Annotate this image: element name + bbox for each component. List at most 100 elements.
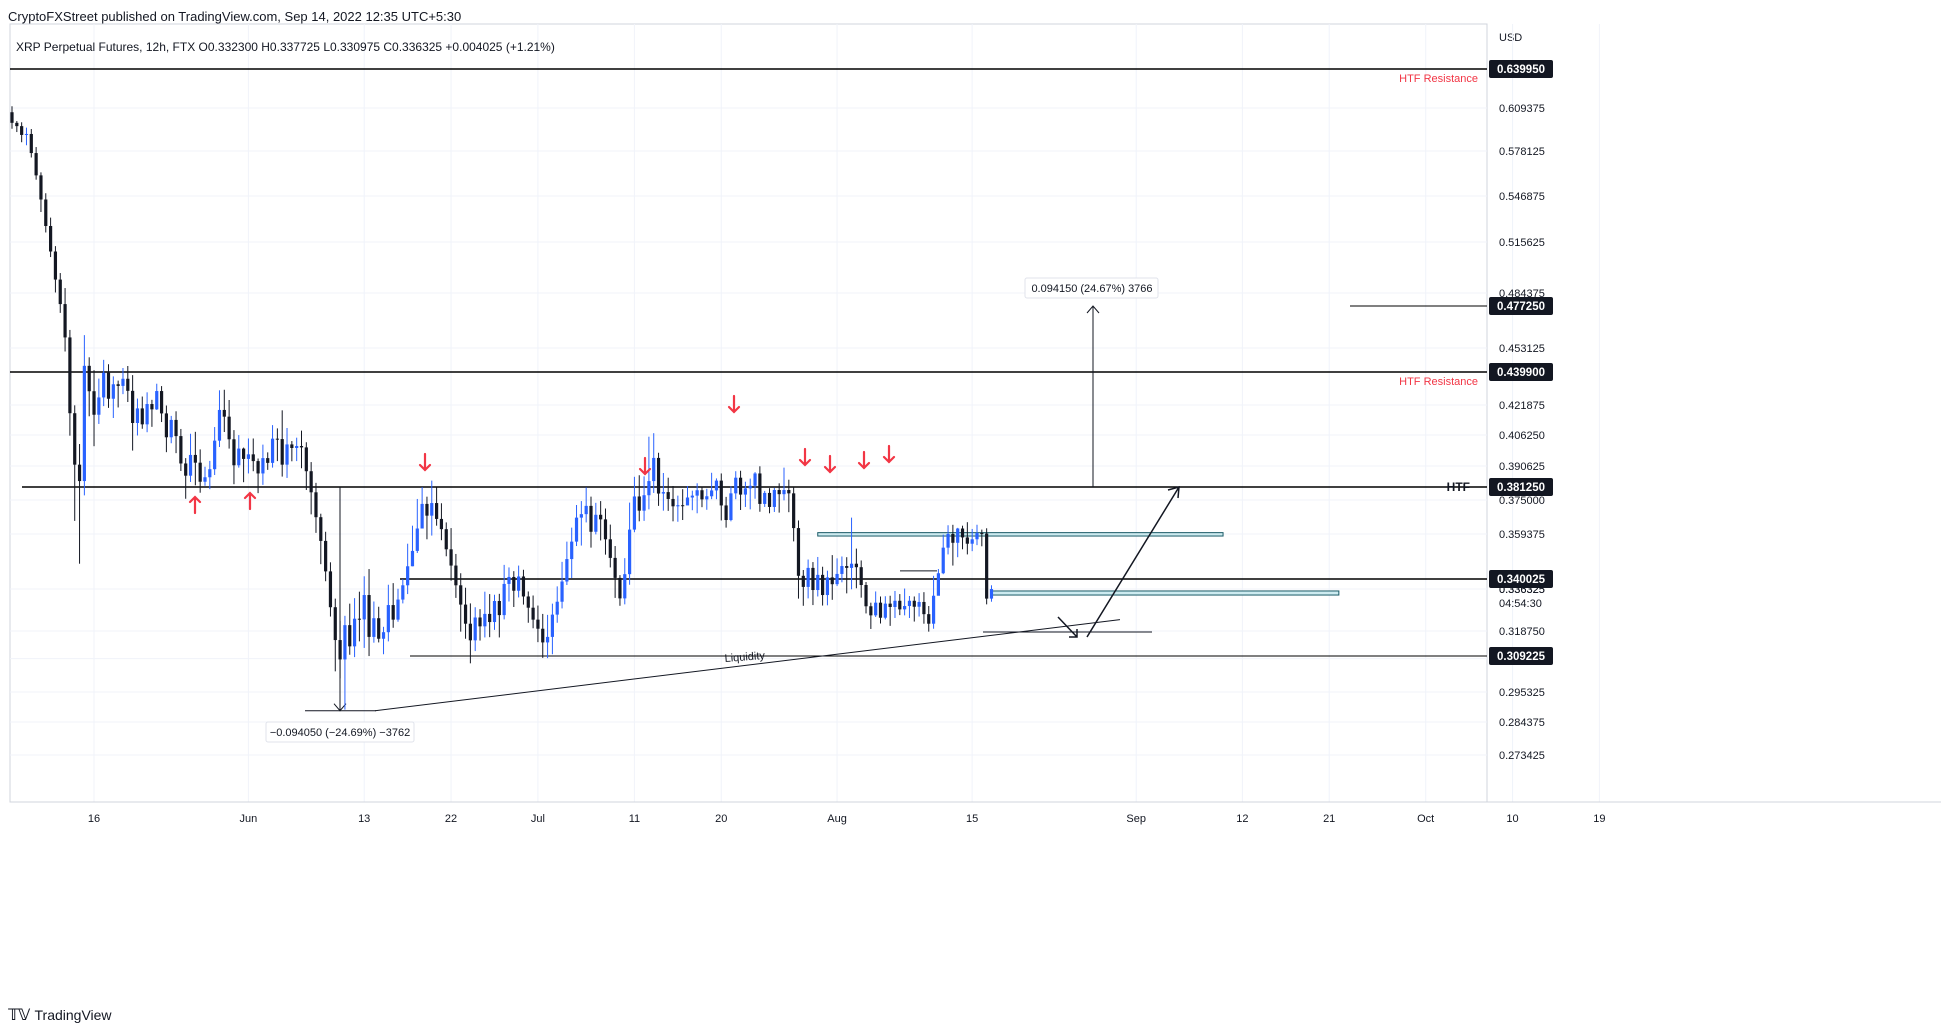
candle-body (888, 603, 892, 607)
time-axis[interactable]: 16 Jun 13 22 Jul 11 20 Aug 15 Sep 12 21 Oct 10 19 (10, 801, 1941, 825)
candle-body (956, 528, 960, 543)
candle-body (34, 153, 38, 176)
price-tick-label: 0.359375 (1499, 529, 1545, 541)
candle-body (927, 614, 931, 624)
price-tick-label: 0.375000 (1499, 495, 1545, 507)
time-tick-label: 12 (1236, 813, 1248, 825)
candle-body (681, 505, 685, 507)
candle-body (285, 444, 289, 465)
candle-body (184, 463, 188, 476)
level-price-text: 0.477250 (1497, 301, 1545, 313)
time-tick-label: 10 (1506, 813, 1518, 825)
candle-body (724, 505, 728, 521)
candle-body (261, 458, 265, 474)
candle-body (275, 438, 279, 440)
price-tick-label: 0.406250 (1499, 430, 1545, 442)
level-price-tag (1489, 297, 1553, 315)
price-tick-label: 0.609375 (1499, 103, 1545, 115)
candle-body (782, 490, 786, 495)
candle-body (685, 497, 690, 506)
candle-body (671, 498, 675, 507)
red-down-arrow (823, 454, 837, 474)
candle-body (883, 603, 887, 618)
time-tick-label: Jul (531, 813, 545, 825)
candle-body (738, 477, 743, 495)
candle-body (743, 488, 747, 495)
time-tick-label: 20 (715, 813, 727, 825)
candle-body (304, 447, 308, 472)
plot-area[interactable] (9, 23, 1488, 803)
candle-body (396, 599, 400, 620)
candle-body (430, 503, 434, 516)
candle-body (227, 416, 231, 440)
candle-body (77, 464, 82, 482)
measure-up-label: 0.094150 (24.67%) 3766 (1031, 283, 1152, 295)
candle-body (642, 495, 646, 511)
candle-body (869, 606, 873, 616)
price-tick-label: 0.284375 (1499, 717, 1545, 729)
candle-body (536, 619, 540, 629)
candle-body (550, 614, 554, 637)
candle-body (579, 514, 583, 518)
candle-body (309, 471, 313, 493)
candle-body (734, 477, 738, 494)
candle-body (796, 528, 801, 576)
candle-body (246, 454, 251, 459)
candle-body (623, 574, 627, 599)
level-price-text: 0.309225 (1497, 651, 1546, 663)
candle-body (150, 404, 154, 410)
candle-body (352, 618, 357, 647)
red-down-arrow (798, 447, 812, 467)
candle-body (299, 446, 304, 448)
symbol-name: XRP Perpetual Futures, 12h, FTX (16, 40, 196, 54)
candle-body (647, 481, 651, 496)
candle-body (53, 251, 58, 280)
candle-body (845, 566, 849, 568)
candle-body (628, 529, 632, 575)
candle-body (931, 595, 936, 624)
candle-body (126, 378, 130, 391)
price-axis[interactable]: 0.6093750.5781250.5468750.5156250.484375… (1499, 103, 1545, 762)
tradingview-brand[interactable]: 𝕋𝕍 TradingView (8, 1005, 112, 1025)
candle-body (584, 505, 588, 515)
candle-body (531, 607, 535, 620)
candle-body (131, 390, 135, 423)
candle-body (666, 492, 670, 499)
red-down-arrow (727, 394, 741, 414)
candle-body (898, 600, 902, 610)
time-tick-label: Oct (1417, 813, 1434, 825)
candle-body (410, 550, 415, 567)
candle-body (656, 457, 661, 494)
candle-body (970, 539, 974, 544)
candle-body (811, 567, 815, 591)
candle-body (917, 601, 921, 607)
candle-body (859, 567, 863, 586)
candle-body (270, 438, 275, 463)
red-up-arrow (243, 491, 257, 511)
candle-body (251, 454, 255, 462)
time-tick-label: 22 (445, 813, 457, 825)
candle-body (381, 632, 386, 639)
level-price-text: 0.439900 (1497, 367, 1545, 379)
liquidity-trend-line (374, 619, 1121, 712)
time-tick-label: Jun (240, 813, 258, 825)
candle-body (594, 514, 598, 532)
candle-body (613, 557, 617, 578)
red-down-arrow (857, 450, 871, 470)
candle-body (545, 636, 550, 643)
candle-body (155, 391, 159, 410)
time-tick-label: 15 (966, 813, 978, 825)
candle-body (719, 480, 723, 506)
reaction-arrows (188, 394, 896, 515)
candle-body (705, 496, 709, 500)
symbol-legend[interactable]: XRP Perpetual Futures, 12h, FTX O0.33230… (16, 40, 555, 54)
candle-body (208, 469, 212, 478)
candle-body (401, 585, 405, 600)
candle-body (87, 365, 91, 392)
candle-body (39, 175, 43, 200)
candle-body (348, 625, 352, 647)
candle-body (198, 462, 202, 482)
candle-body (24, 133, 29, 135)
candle-body (343, 625, 347, 660)
